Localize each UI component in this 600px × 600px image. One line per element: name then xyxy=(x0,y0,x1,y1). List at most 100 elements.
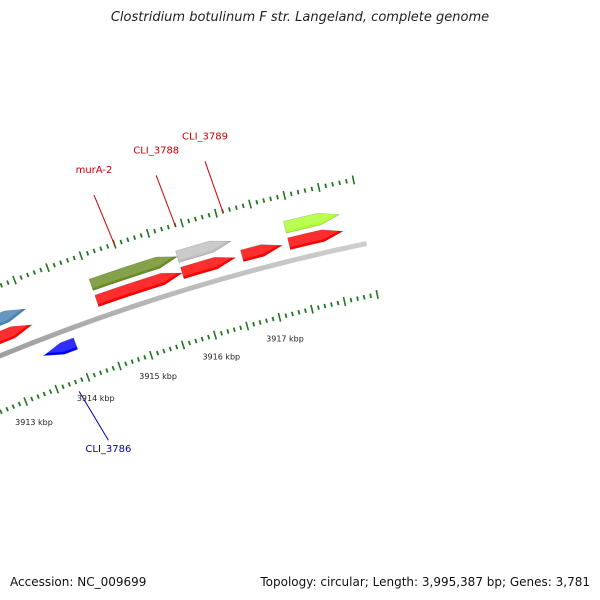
outer-tick xyxy=(248,199,252,209)
outer-tick xyxy=(276,194,279,200)
gene-label[interactable]: CLI_3789 xyxy=(182,131,228,142)
inner-tick xyxy=(80,377,84,383)
outer-tick xyxy=(338,180,341,186)
inner-tick xyxy=(117,361,122,371)
red-gene-highlight xyxy=(179,254,235,277)
outer-tick xyxy=(45,263,50,273)
inner-tick xyxy=(73,379,78,385)
inner-tick xyxy=(194,338,198,344)
outer-tick xyxy=(0,282,3,288)
kbp-label: 3914 kbp xyxy=(77,394,115,403)
outer-tick xyxy=(26,272,30,278)
inner-tick xyxy=(297,309,301,315)
red-gene[interactable] xyxy=(0,324,33,382)
genome-title: Clostridium botulinum F str. Langeland, … xyxy=(110,10,490,25)
inner-tick xyxy=(124,361,128,367)
outer-tick xyxy=(289,191,293,197)
inner-tick xyxy=(42,391,46,397)
genome-summary: Topology: circular; Length: 3,995,387 bp… xyxy=(260,575,590,589)
inner-tick xyxy=(356,296,359,301)
red-gene-highlight xyxy=(286,227,343,248)
outer-tick xyxy=(139,233,143,238)
red-gene[interactable] xyxy=(94,272,184,307)
outer-tick-ring xyxy=(0,175,356,288)
inner-tick xyxy=(111,365,115,371)
callout-line xyxy=(93,194,116,246)
inner-tick xyxy=(11,404,16,409)
outer-tick xyxy=(92,248,96,254)
inner-tick xyxy=(342,296,347,307)
gray-gene[interactable] xyxy=(175,240,232,263)
inner-tick xyxy=(330,302,333,307)
inner-tick xyxy=(156,350,160,356)
red-gene-highlight xyxy=(0,322,31,342)
red-gene-highlight xyxy=(239,242,282,260)
inner-tick xyxy=(252,321,256,327)
steelblue-gene[interactable] xyxy=(0,308,27,366)
red-gene[interactable] xyxy=(240,244,284,262)
red-gene[interactable] xyxy=(180,256,237,280)
outer-tick xyxy=(310,186,314,192)
inner-tick xyxy=(175,344,179,350)
outer-tick xyxy=(351,175,356,185)
outer-tick xyxy=(241,203,245,209)
outer-tick xyxy=(145,228,151,238)
inner-tick xyxy=(304,308,307,314)
inner-tick xyxy=(17,401,22,407)
inner-tick xyxy=(23,397,29,407)
inner-tick xyxy=(143,355,147,360)
gene-label[interactable]: CLI_3786 xyxy=(85,444,131,455)
inner-tick xyxy=(375,289,379,300)
outer-tick xyxy=(207,212,211,218)
inner-tick xyxy=(36,394,40,399)
inner-tick xyxy=(85,372,91,382)
outer-tick xyxy=(255,199,259,205)
inner-tick xyxy=(317,305,320,310)
outer-tick xyxy=(324,183,328,189)
inner-tick xyxy=(5,406,9,412)
inner-tick xyxy=(284,313,288,319)
olive-gene-highlight xyxy=(88,254,177,289)
outer-tick xyxy=(99,246,103,252)
inner-tick xyxy=(369,293,372,299)
inner-tick xyxy=(130,359,134,364)
inner-tick xyxy=(162,348,166,354)
inner-tick xyxy=(168,346,172,352)
outer-tick xyxy=(19,275,23,280)
outer-tick xyxy=(12,275,17,285)
blue-gene[interactable] xyxy=(42,337,79,356)
outer-tick xyxy=(106,244,110,249)
outer-tick xyxy=(187,218,191,224)
inner-tick xyxy=(277,312,282,322)
gray-gene-highlight xyxy=(174,238,231,261)
gene-label[interactable]: murA-2 xyxy=(76,165,113,176)
inner-tick xyxy=(92,372,96,378)
outer-tick xyxy=(160,226,164,232)
outer-tick xyxy=(228,207,231,212)
outer-tick xyxy=(200,214,204,220)
olive-gene[interactable] xyxy=(88,256,179,291)
outer-tick xyxy=(59,260,63,266)
outer-tick xyxy=(78,251,84,261)
lime-gene[interactable] xyxy=(283,212,341,234)
outer-tick xyxy=(269,196,272,202)
inner-tick xyxy=(99,370,103,376)
red-gene[interactable] xyxy=(287,229,344,250)
outer-tick xyxy=(282,190,287,200)
red-gene-highlight xyxy=(93,270,182,305)
outer-tick xyxy=(85,250,90,256)
kbp-label: 3913 kbp xyxy=(15,418,53,427)
inner-tick xyxy=(323,303,327,309)
inner-tick xyxy=(239,325,243,331)
outer-tick xyxy=(303,188,307,193)
inner-tick xyxy=(291,311,294,317)
inner-tick xyxy=(310,304,314,314)
outer-tick xyxy=(133,235,137,240)
inner-tick xyxy=(200,336,204,342)
gene-label[interactable]: CLI_3788 xyxy=(133,145,179,156)
outer-tick xyxy=(193,216,197,222)
outer-tick xyxy=(72,255,76,261)
inner-tick xyxy=(187,340,191,346)
outer-tick xyxy=(179,218,184,228)
